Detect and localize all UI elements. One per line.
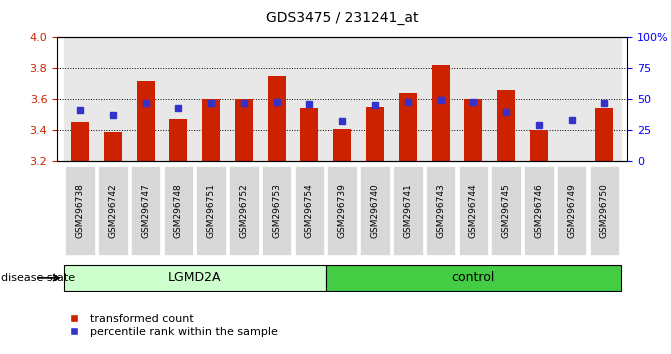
Text: GSM296751: GSM296751 <box>207 183 215 238</box>
Bar <box>162 37 195 161</box>
FancyBboxPatch shape <box>197 166 226 255</box>
Bar <box>301 108 319 161</box>
FancyBboxPatch shape <box>229 166 258 255</box>
FancyBboxPatch shape <box>164 166 193 255</box>
Bar <box>523 37 556 161</box>
Bar <box>169 119 187 161</box>
FancyBboxPatch shape <box>327 166 357 255</box>
Bar <box>497 90 515 161</box>
Text: GSM296744: GSM296744 <box>469 183 478 238</box>
FancyBboxPatch shape <box>426 166 456 255</box>
Bar <box>588 37 621 161</box>
Bar <box>333 129 351 161</box>
Bar <box>71 122 89 161</box>
Bar <box>136 80 154 161</box>
Legend: transformed count, percentile rank within the sample: transformed count, percentile rank withi… <box>62 314 278 337</box>
FancyBboxPatch shape <box>326 265 621 291</box>
Bar <box>202 99 220 161</box>
Text: GSM296753: GSM296753 <box>272 183 281 238</box>
Bar <box>104 132 121 161</box>
Text: GSM296743: GSM296743 <box>436 183 445 238</box>
Text: LGMD2A: LGMD2A <box>168 272 221 284</box>
Bar <box>366 107 384 161</box>
Text: GSM296741: GSM296741 <box>403 183 412 238</box>
Text: GSM296754: GSM296754 <box>305 183 314 238</box>
Text: control: control <box>452 272 495 284</box>
Bar <box>556 37 588 161</box>
Bar <box>490 37 523 161</box>
Text: GSM296745: GSM296745 <box>502 183 511 238</box>
Bar <box>457 37 490 161</box>
Bar <box>358 37 391 161</box>
Bar <box>326 37 358 161</box>
Bar <box>464 99 482 161</box>
FancyBboxPatch shape <box>360 166 390 255</box>
FancyBboxPatch shape <box>65 166 95 255</box>
FancyBboxPatch shape <box>458 166 488 255</box>
Text: GSM296746: GSM296746 <box>534 183 544 238</box>
Bar <box>227 37 260 161</box>
Text: GSM296750: GSM296750 <box>600 183 609 238</box>
Bar <box>424 37 457 161</box>
Bar <box>260 37 293 161</box>
FancyBboxPatch shape <box>590 166 619 255</box>
Bar <box>129 37 162 161</box>
FancyBboxPatch shape <box>98 166 127 255</box>
FancyBboxPatch shape <box>557 166 586 255</box>
Text: GSM296749: GSM296749 <box>567 183 576 238</box>
Text: GSM296742: GSM296742 <box>108 183 117 238</box>
Text: GSM296752: GSM296752 <box>240 183 248 238</box>
FancyBboxPatch shape <box>524 166 554 255</box>
Text: GSM296738: GSM296738 <box>75 183 85 238</box>
Bar <box>595 108 613 161</box>
FancyBboxPatch shape <box>295 166 324 255</box>
Bar <box>530 130 548 161</box>
FancyBboxPatch shape <box>131 166 160 255</box>
Text: GSM296748: GSM296748 <box>174 183 183 238</box>
Bar <box>97 37 129 161</box>
FancyBboxPatch shape <box>393 166 423 255</box>
FancyBboxPatch shape <box>491 166 521 255</box>
Bar <box>431 65 450 161</box>
Bar <box>64 37 97 161</box>
Text: disease state: disease state <box>1 273 74 283</box>
Bar <box>293 37 326 161</box>
Bar <box>195 37 227 161</box>
Text: GDS3475 / 231241_at: GDS3475 / 231241_at <box>266 11 419 25</box>
Bar <box>235 99 253 161</box>
Text: GSM296747: GSM296747 <box>141 183 150 238</box>
FancyBboxPatch shape <box>262 166 291 255</box>
Bar <box>391 37 424 161</box>
Text: GSM296740: GSM296740 <box>370 183 380 238</box>
FancyBboxPatch shape <box>64 265 326 291</box>
Text: GSM296739: GSM296739 <box>338 183 347 238</box>
Bar <box>399 93 417 161</box>
Bar <box>268 76 286 161</box>
